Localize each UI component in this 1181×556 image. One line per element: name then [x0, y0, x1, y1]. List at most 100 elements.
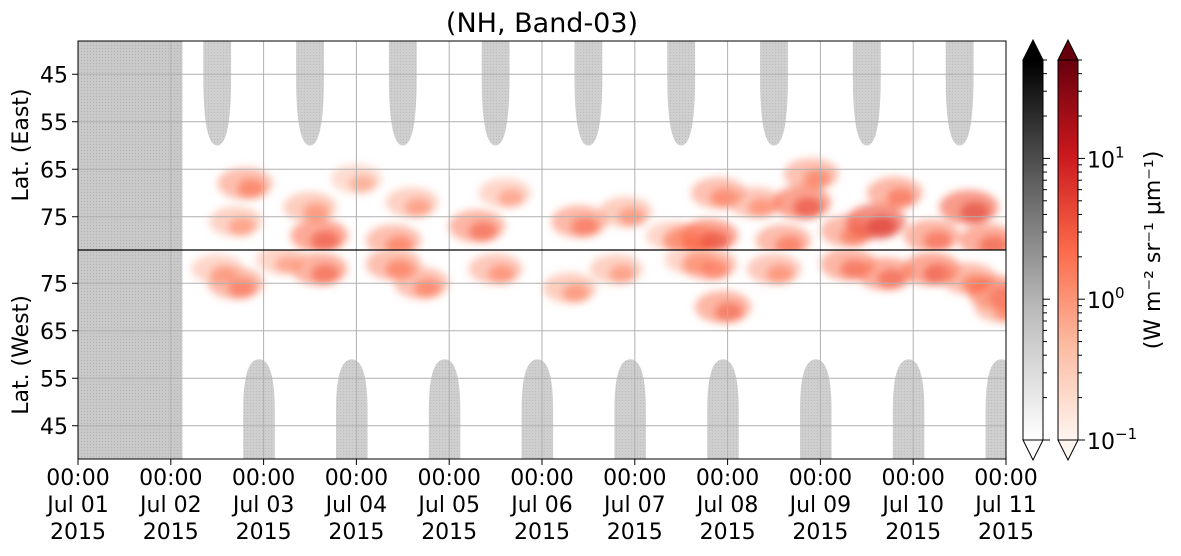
x-tick-day-7: Jul 08	[695, 493, 759, 518]
x-tick-year-1: 2015	[143, 520, 199, 545]
intensity-core-west-12	[766, 264, 794, 284]
grey-region-east-6	[760, 41, 788, 146]
intensity-core-east-23	[960, 201, 990, 223]
x-tick-time-2: 00:00	[232, 466, 295, 491]
grey-region-east-1	[296, 41, 324, 146]
grey-region-west-1	[335, 359, 368, 459]
intensity-core-west-11	[714, 302, 744, 322]
chart-title: (NH, Band-03)	[446, 8, 638, 39]
intensity-core-east-18	[803, 169, 831, 189]
x-tick-year-0: 2015	[50, 520, 106, 545]
intensity-core-east-1	[228, 217, 255, 236]
intensity-core-east-0	[237, 178, 265, 199]
grey-region-east-8	[945, 41, 974, 146]
grey-regions-east	[203, 41, 974, 146]
x-tick-time-9: 00:00	[881, 466, 944, 491]
grey-regions-west	[243, 359, 1006, 459]
intensity-core-west-3	[275, 255, 302, 274]
intensity-core-east-2	[310, 230, 340, 250]
intensity-core-east-5	[385, 235, 414, 250]
grey-region-west-3	[521, 359, 554, 459]
x-tick-year-8: 2015	[792, 520, 848, 545]
colorbar-reds-body	[1057, 59, 1079, 441]
x-tick-time-5: 00:00	[510, 466, 573, 491]
y-tick-label-east-2: 65	[40, 158, 68, 183]
west-panel-y-ticks: 75 65 55 45	[40, 272, 78, 440]
intensity-core-east-3	[302, 203, 330, 222]
grey-region-west-7	[892, 359, 925, 459]
y-tick-label-west-2: 55	[40, 367, 68, 392]
intensity-core-west-5	[413, 278, 442, 298]
y-axis-label-west: Lat. (West)	[9, 295, 34, 415]
grey-region-west-4	[614, 359, 646, 459]
intensity-core-west-1	[210, 265, 237, 283]
intensity-core-east-16	[775, 235, 804, 250]
grey-region-east-2	[388, 41, 417, 146]
intensity-core-west-10	[701, 259, 729, 279]
y-tick-label-east-1: 55	[40, 111, 68, 136]
intensity-core-west-14	[877, 268, 906, 289]
x-tick-day-1: Jul 02	[138, 493, 202, 518]
x-tick-day-10: Jul 11	[973, 493, 1037, 518]
plot-area	[77, 40, 1007, 460]
grey-region-west-5	[707, 359, 739, 459]
colorbar-reds-extend-min	[1057, 439, 1079, 462]
grey-region-west-0	[243, 359, 275, 459]
intensity-core-east-4	[349, 174, 376, 193]
x-tick-time-4: 00:00	[417, 466, 480, 491]
x-tick-day-0: Jul 01	[45, 493, 109, 518]
intensity-core-west-0	[227, 278, 256, 298]
x-tick-year-3: 2015	[328, 520, 384, 545]
colorbar-greys	[1022, 38, 1050, 462]
colorbar-greys-body	[1022, 59, 1044, 441]
x-tick-year-4: 2015	[421, 520, 477, 545]
intensity-core-west-18	[993, 302, 1006, 322]
x-tick-time-8: 00:00	[789, 466, 852, 491]
intensity-core-west-8	[609, 264, 636, 284]
colorbar-label: (W m⁻² sr⁻¹ μm⁻¹)	[1141, 151, 1166, 350]
intensity-core-east-21	[886, 188, 915, 208]
x-tick-day-3: Jul 04	[324, 493, 388, 518]
intensity-core-east-9	[571, 216, 600, 237]
colorbar-reds: 10−1 100 101	[1057, 38, 1137, 462]
y-tick-label-east-3: 75	[40, 206, 68, 231]
x-tick-day-8: Jul 09	[788, 493, 852, 518]
colorbar-tick-label-1: 100	[1087, 284, 1125, 314]
x-tick-time-0: 00:00	[46, 466, 109, 491]
grey-region-east-3	[481, 41, 510, 146]
intensity-core-east-6	[404, 198, 432, 217]
y-tick-label-east-0: 45	[40, 63, 68, 88]
intensity-core-west-6	[488, 264, 516, 284]
y-tick-label-west-0: 75	[40, 272, 68, 297]
intensity-east	[209, 158, 1006, 250]
grey-region-east-4	[574, 41, 603, 146]
x-tick-year-10: 2015	[978, 520, 1034, 545]
grey-region-east-5	[667, 41, 696, 146]
y-tick-label-west-1: 65	[40, 320, 68, 345]
colorbar-tick-label-0: 10−1	[1087, 425, 1137, 455]
x-tick-time-1: 00:00	[139, 466, 202, 491]
y-tick-label-west-3: 45	[40, 415, 68, 440]
grey-region-east-7	[852, 41, 881, 146]
grey-region-west-2	[428, 359, 461, 459]
x-tick-year-6: 2015	[607, 520, 663, 545]
y-axis-label-east: Lat. (East)	[9, 89, 34, 202]
x-tick-time-10: 00:00	[974, 466, 1037, 491]
x-tick-day-5: Jul 06	[509, 493, 573, 518]
x-tick-year-2: 2015	[236, 520, 292, 545]
intensity-core-east-7	[468, 221, 498, 242]
grey-region-west-6	[799, 359, 832, 459]
intensity-core-west-7	[562, 283, 590, 303]
intensity-core-east-24	[979, 235, 1006, 250]
colorbar-tick-label-2: 101	[1087, 143, 1125, 173]
grey-region-west-8	[985, 359, 1006, 459]
intensity-core-east-17	[793, 197, 823, 218]
intensity-core-east-8	[497, 189, 524, 207]
colorbar-reds-extend-max	[1057, 38, 1079, 61]
intensity-core-east-15	[747, 198, 775, 217]
colorbar-greys-extend-max	[1022, 38, 1044, 61]
intensity-core-east-13	[700, 230, 730, 250]
colorbar-greys-extend-min	[1022, 439, 1044, 462]
x-tick-time-3: 00:00	[325, 466, 388, 491]
